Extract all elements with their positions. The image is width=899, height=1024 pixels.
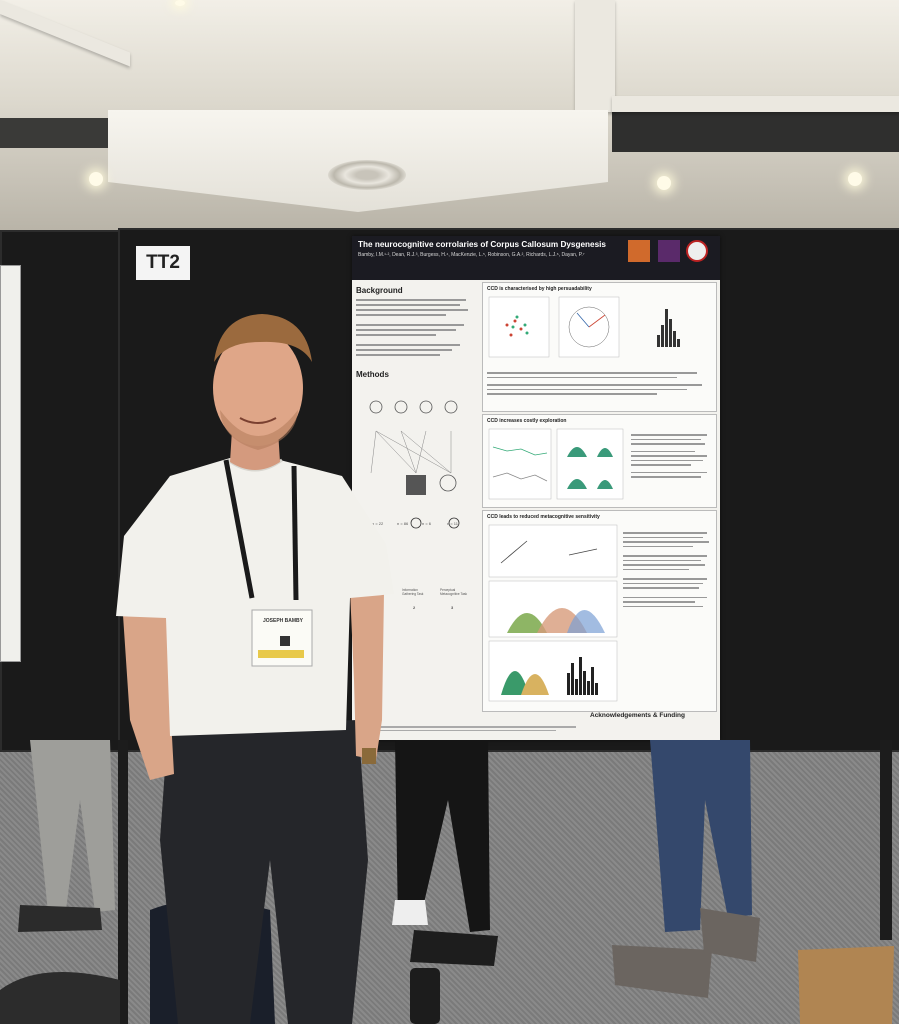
task-number: 3 — [451, 605, 454, 610]
ceiling-beam — [612, 96, 899, 112]
poster-authors: Bamby, I.M.¹·², Dean, R.J.³, Burgess, H.… — [358, 252, 585, 258]
panel-1-figures — [488, 296, 680, 358]
right-arm — [350, 590, 384, 760]
panel-3-figures — [488, 524, 618, 702]
left-arm — [122, 596, 174, 780]
ceiling-recess-right — [612, 112, 899, 152]
board-leg — [118, 740, 128, 1024]
beard — [220, 410, 298, 450]
adjacent-poster — [0, 265, 21, 662]
ceiling-vent — [328, 160, 406, 190]
task-label: Perceptual Metacognitive Task — [440, 588, 468, 596]
presenter-person — [116, 314, 394, 1024]
t-shirt — [116, 458, 394, 736]
institution-logo — [658, 240, 680, 262]
poster-title: The neurocognitive corrolaries of Corpus… — [358, 240, 606, 249]
ceiling-light — [848, 172, 862, 186]
results-panel-3: CCD leads to reduced metacognitive sensi… — [482, 510, 717, 712]
task-number: 2 — [413, 605, 416, 610]
ceiling-light — [89, 172, 103, 186]
poster-header: The neurocognitive corrolaries of Corpus… — [352, 236, 720, 280]
acknowledgements-heading: Acknowledgements & Funding — [590, 712, 685, 719]
research-poster: The neurocognitive corrolaries of Corpus… — [352, 236, 720, 740]
background-heading: Background — [356, 286, 403, 295]
task-label: Information Gathering Task — [402, 588, 424, 596]
panel-2-figures — [488, 428, 624, 500]
count-1: n = 22 — [372, 521, 384, 526]
results-panel-1: CCD is characterised by high persuadabil… — [482, 282, 717, 412]
board-number-sign: TT2 — [136, 246, 190, 280]
count-2: n = 86 — [397, 521, 409, 526]
panel-2-heading: CCD increases costly exploration — [487, 418, 567, 424]
panel-3-heading: CCD leads to reduced metacognitive sensi… — [487, 514, 600, 520]
board-leg — [880, 740, 892, 940]
institution-logo — [628, 240, 650, 262]
trousers — [160, 720, 368, 1024]
hair — [214, 314, 312, 362]
poster-left-column: Background Methods — [356, 284, 480, 736]
ceiling-recess-left — [0, 118, 108, 148]
results-panel-2: CCD increases costly exploration — [482, 414, 717, 508]
lanyard — [223, 459, 255, 599]
face — [213, 330, 303, 446]
badge-name: JOSEPH BAMBY — [262, 618, 303, 624]
count-4: n = 11 — [447, 521, 458, 526]
ceiling-beam — [575, 0, 615, 112]
methods-heading: Methods — [356, 370, 389, 379]
institution-seal — [686, 240, 708, 262]
count-3: n = 6 — [422, 521, 432, 526]
panel-1-heading: CCD is characterised by high persuadabil… — [487, 286, 592, 292]
ceiling-light — [175, 0, 185, 6]
ceiling-light — [657, 176, 671, 190]
methods-diagram — [369, 400, 460, 529]
